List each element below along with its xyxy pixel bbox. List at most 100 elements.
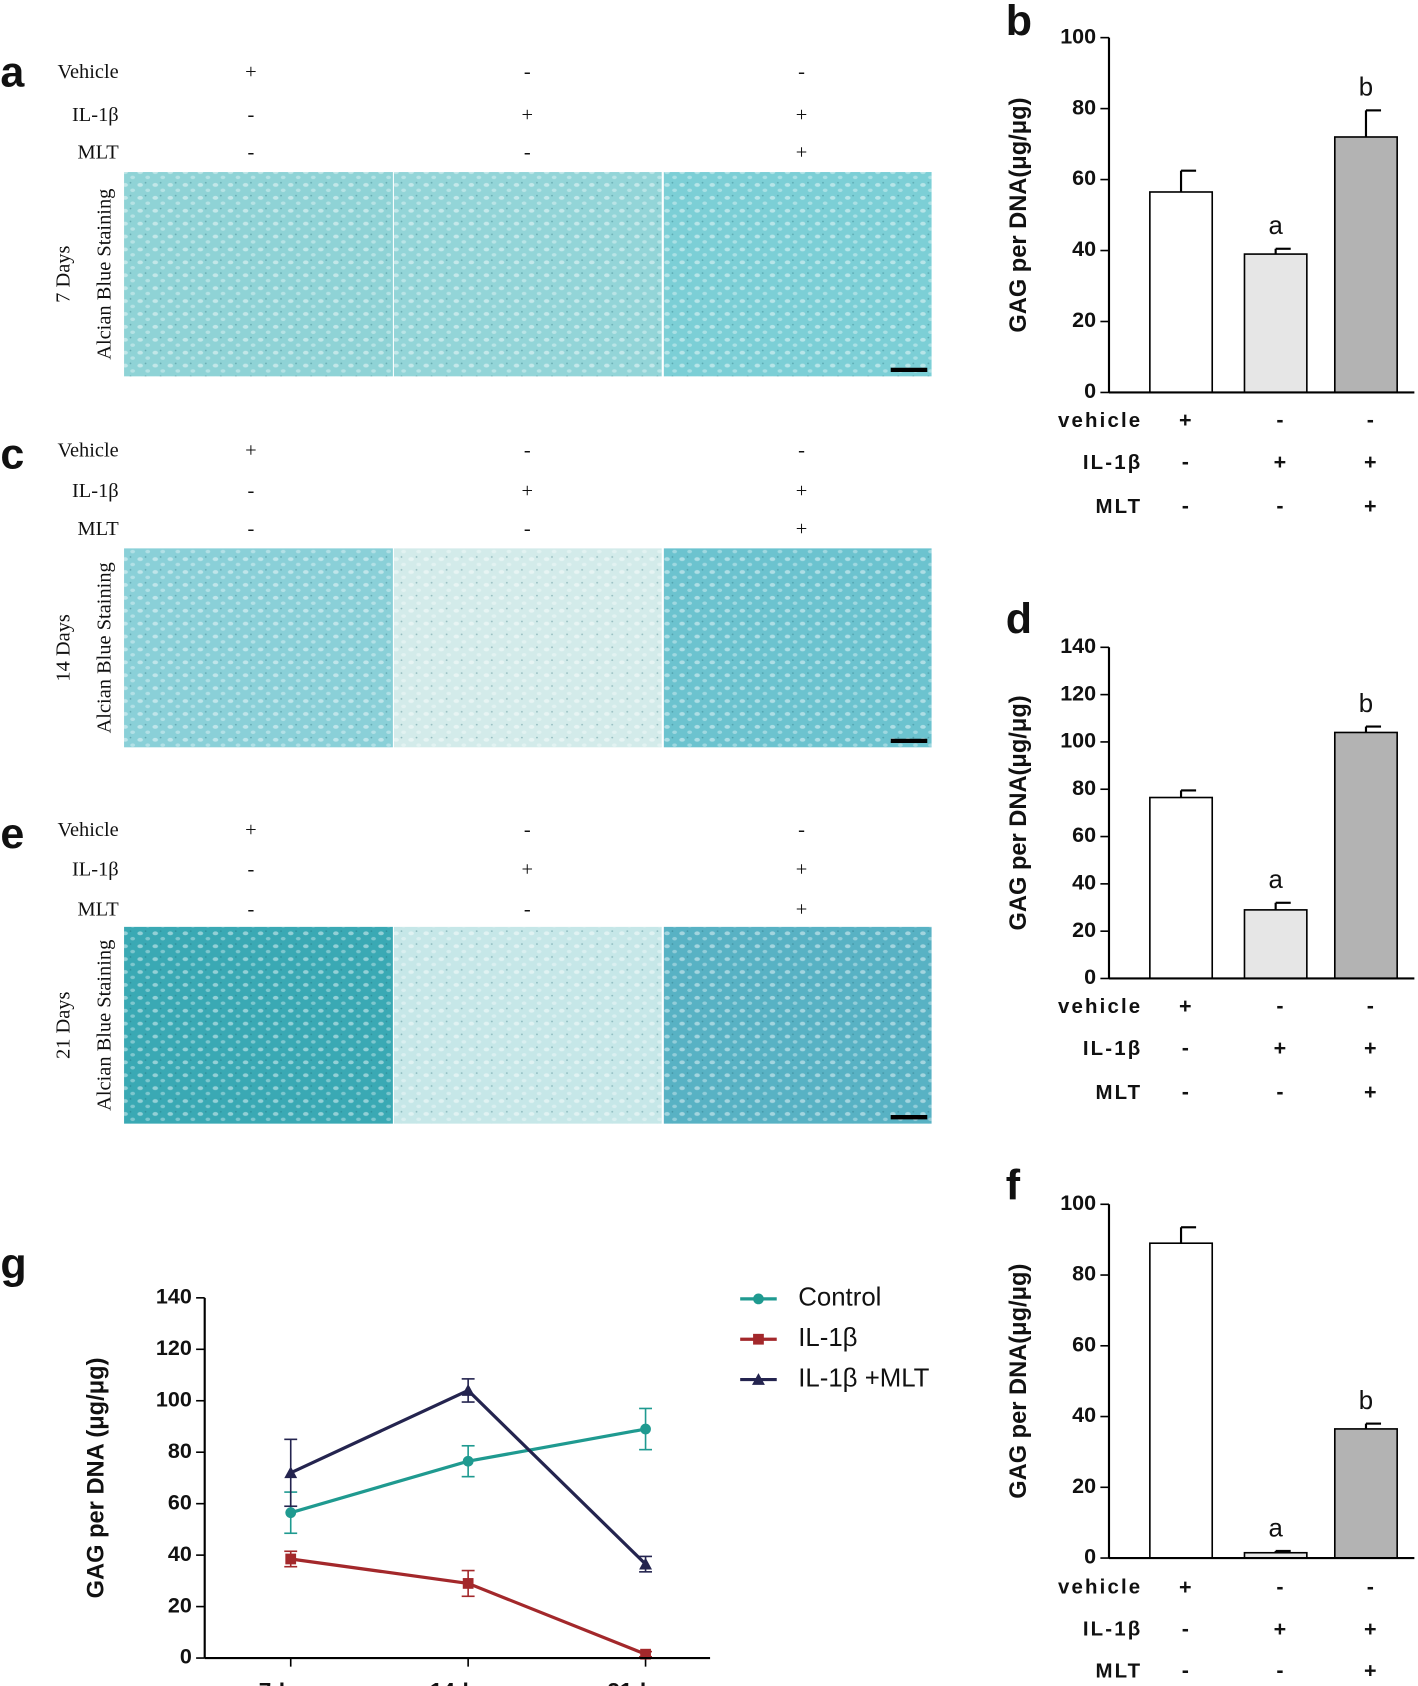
treatment-name: vehicle	[1058, 1577, 1142, 1599]
treatment-sign: +	[1274, 1036, 1287, 1060]
micrograph-texture	[663, 926, 932, 1124]
treatment-sign: +	[522, 480, 534, 502]
treatment-sign: -	[1182, 1659, 1189, 1683]
treatment-sign: +	[1364, 494, 1377, 518]
treatment-sign: -	[1182, 1036, 1189, 1060]
legend-marker	[753, 1293, 764, 1305]
treatment-sign: -	[1276, 408, 1283, 432]
micrograph-texture	[124, 548, 393, 748]
y-tick-label: 40	[1072, 237, 1096, 261]
legend-marker	[753, 1333, 764, 1345]
treatment-name: MLT	[1095, 1082, 1142, 1104]
treatment-sign: -	[1182, 494, 1189, 518]
y-tick-label: 0	[1084, 965, 1096, 989]
bar	[1149, 191, 1214, 394]
treatment-sign: +	[1179, 994, 1192, 1018]
treatment-sign: -	[1367, 408, 1374, 432]
treatment-sign: -	[798, 439, 805, 461]
treatment-sign: -	[1367, 994, 1374, 1018]
treatment-sign: +	[522, 104, 534, 126]
stain-label: Alcian Blue Staining	[93, 940, 115, 1111]
y-tick-label: 20	[1072, 308, 1096, 332]
y-axis-label: GAG per DNA(μg/μg)	[1006, 97, 1032, 332]
bar	[1333, 731, 1398, 980]
treatment-sign: -	[1367, 1575, 1374, 1599]
y-tick-label: 140	[1060, 634, 1096, 658]
legend-label: Control	[798, 1284, 881, 1312]
y-tick-label: 120	[156, 1336, 192, 1360]
bar	[1333, 1428, 1398, 1559]
panel-label: e	[0, 810, 24, 858]
data-point	[461, 1384, 475, 1396]
micrograph-texture	[393, 926, 662, 1124]
y-tick-label: 20	[168, 1593, 192, 1617]
y-tick-label: 80	[1072, 1262, 1096, 1286]
legend-label: IL-1β +MLT	[798, 1364, 929, 1392]
treatment-sign: +	[245, 61, 257, 83]
treatment-sign: -	[1276, 1080, 1283, 1104]
data-point	[462, 1455, 474, 1467]
stain-label: Alcian Blue Staining	[93, 562, 115, 733]
treatment-sign: +	[796, 480, 808, 502]
y-tick-label: 40	[1072, 871, 1096, 895]
panel-label: d	[1006, 595, 1032, 643]
stain-label: Alcian Blue Staining	[93, 189, 115, 360]
y-tick-label: 80	[1072, 776, 1096, 800]
data-point	[284, 1466, 298, 1479]
day-label: 14 Days	[53, 614, 75, 682]
data-point	[639, 1557, 653, 1570]
treatment-sign: +	[796, 898, 808, 920]
x-tick-label: 21days	[607, 1678, 684, 1686]
treatment-name: vehicle	[1058, 996, 1142, 1018]
data-point	[285, 1507, 297, 1519]
day-label: 21 Days	[53, 991, 75, 1059]
data-point	[285, 1553, 297, 1565]
y-tick-label: 80	[168, 1439, 192, 1463]
y-tick-label: 100	[1060, 729, 1096, 753]
panel-label: c	[0, 430, 24, 478]
panel-label: g	[0, 1240, 26, 1288]
y-axis-label: GAG per DNA (μg/μg)	[83, 1358, 109, 1599]
y-tick-label: 120	[1060, 681, 1096, 705]
micrograph-texture	[124, 926, 393, 1124]
bar	[1243, 253, 1308, 394]
treatment-name: IL-1β	[72, 859, 119, 881]
treatment-sign: -	[524, 518, 531, 540]
y-tick-label: 100	[1060, 24, 1096, 48]
treatment-sign: +	[1274, 450, 1287, 474]
significance-label: b	[1359, 1387, 1373, 1415]
treatment-sign: +	[1179, 408, 1192, 432]
y-tick-label: 140	[156, 1285, 192, 1309]
treatment-name: MLT	[1095, 496, 1142, 518]
treatment-sign: +	[522, 859, 534, 881]
data-point	[640, 1648, 651, 1660]
micrograph-texture	[663, 548, 932, 748]
treatment-sign: -	[524, 141, 531, 163]
treatment-sign: +	[1364, 1036, 1377, 1060]
treatment-sign: -	[1182, 450, 1189, 474]
treatment-sign: -	[1182, 1080, 1189, 1104]
micrograph-texture	[393, 548, 662, 748]
y-tick-label: 80	[1072, 95, 1096, 119]
treatment-name: MLT	[77, 141, 119, 163]
panel-label: b	[1006, 0, 1032, 45]
treatment-sign: -	[1182, 1617, 1189, 1641]
y-axis-label: GAG per DNA(μg/μg)	[1006, 695, 1032, 930]
treatment-sign: +	[245, 439, 257, 461]
significance-label: b	[1359, 690, 1373, 718]
y-axis-label: GAG per DNA(μg/μg)	[1006, 1264, 1032, 1499]
y-tick-label: 0	[1084, 1545, 1096, 1569]
legend-marker	[752, 1373, 765, 1385]
y-tick-label: 40	[1072, 1403, 1096, 1427]
y-tick-label: 100	[1060, 1191, 1096, 1215]
y-tick-label: 100	[156, 1387, 192, 1411]
significance-label: a	[1268, 212, 1283, 240]
treatment-sign: -	[248, 480, 255, 502]
treatment-sign: -	[1276, 494, 1283, 518]
y-tick-label: 40	[168, 1542, 192, 1566]
treatment-sign: -	[248, 898, 255, 920]
y-tick-label: 20	[1072, 918, 1096, 942]
panel-label: f	[1006, 1162, 1021, 1210]
bar	[1149, 1242, 1214, 1559]
